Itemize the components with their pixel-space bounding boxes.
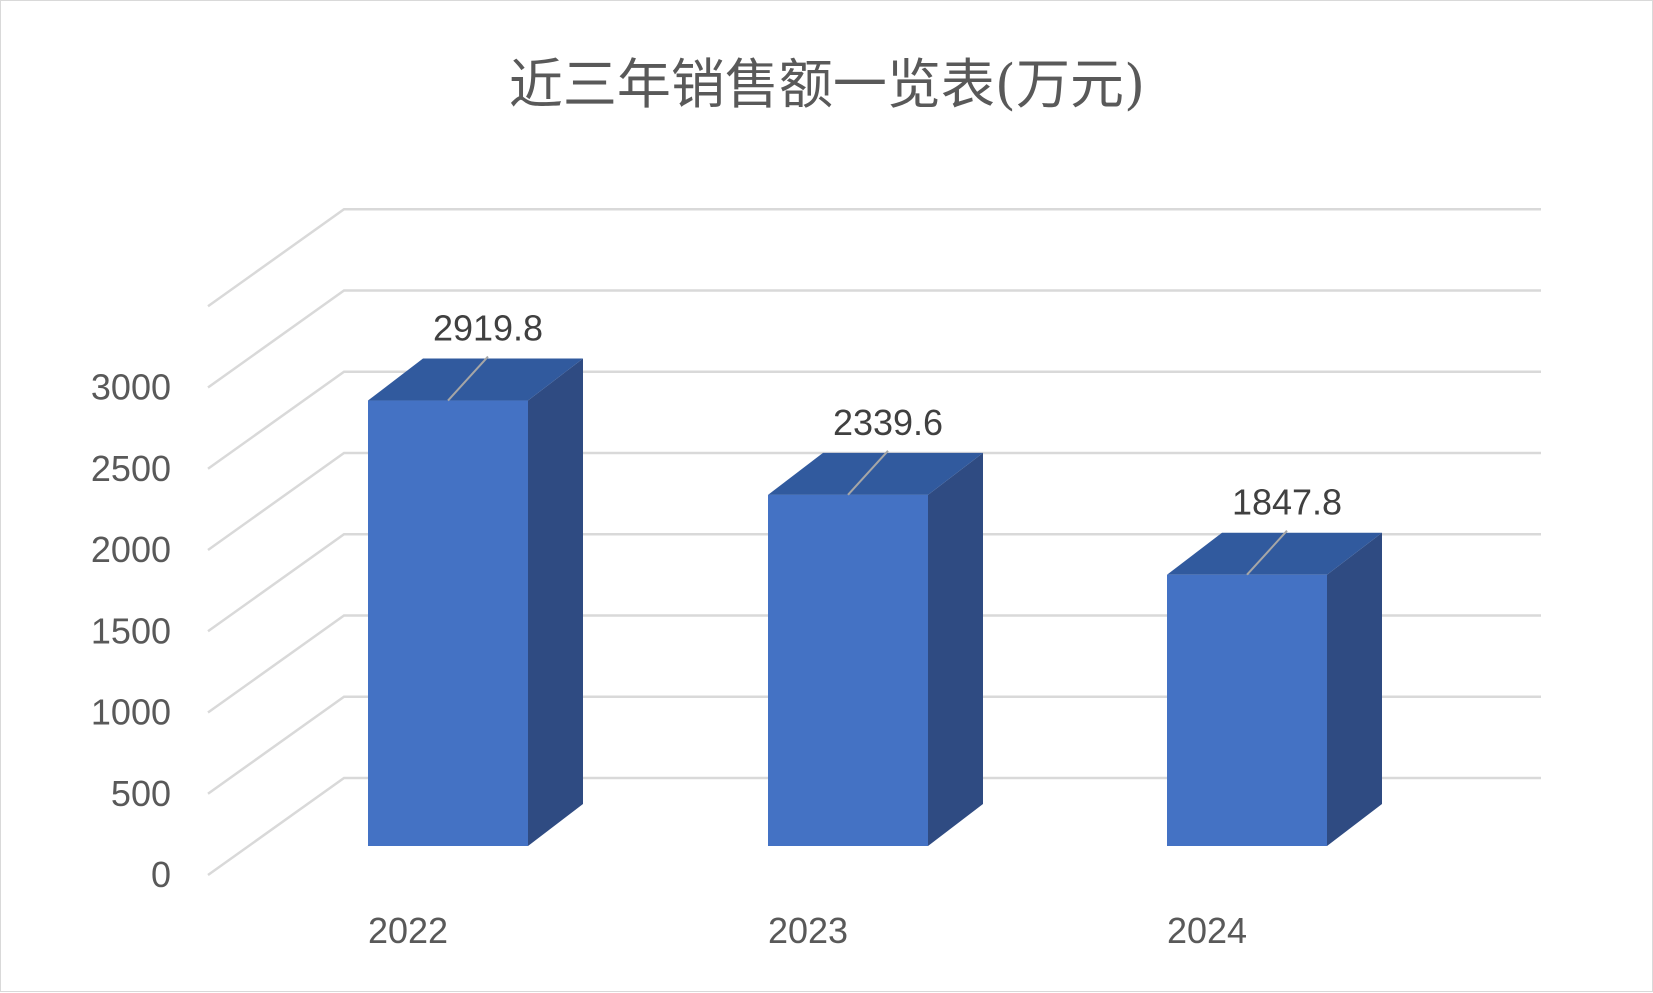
bar	[368, 357, 583, 846]
y-tick-label: 500	[111, 773, 171, 814]
y-tick-label: 0	[151, 854, 171, 895]
y-tick-label: 1500	[91, 610, 171, 651]
data-label: 2919.8	[433, 308, 543, 349]
data-label: 2339.6	[833, 402, 943, 443]
bar-front	[368, 401, 528, 846]
chart-title: 近三年销售额一览表(万元)	[509, 53, 1145, 116]
y-tick-label: 2500	[91, 448, 171, 489]
bar	[768, 451, 983, 846]
x-category-label: 2024	[1167, 910, 1247, 951]
bar	[1167, 531, 1382, 846]
bar-side	[528, 359, 583, 846]
bar-side	[928, 453, 983, 846]
y-tick-label: 2000	[91, 529, 171, 570]
bar-front	[1167, 575, 1327, 846]
y-tick-label: 3000	[91, 367, 171, 408]
y-axis-ticks: 0 500 1000 1500 2000 2500 3000	[91, 367, 171, 896]
data-label: 1847.8	[1232, 482, 1342, 523]
x-category-label: 2022	[368, 910, 448, 951]
y-tick-label: 1000	[91, 692, 171, 733]
bar-front	[768, 495, 928, 846]
x-axis-categories: 2022 2023 2024	[368, 910, 1247, 951]
x-category-label: 2023	[768, 910, 848, 951]
bar-side	[1327, 533, 1382, 846]
